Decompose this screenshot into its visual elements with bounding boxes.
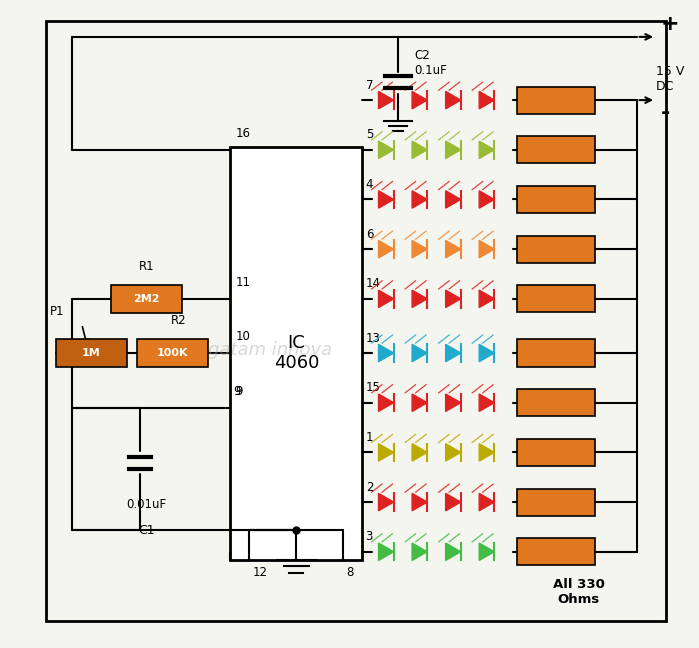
Bar — [517, 285, 595, 312]
Polygon shape — [379, 543, 394, 561]
Bar — [136, 339, 208, 367]
Polygon shape — [412, 344, 427, 362]
Polygon shape — [412, 191, 427, 208]
Polygon shape — [412, 91, 427, 109]
Polygon shape — [379, 141, 394, 159]
Polygon shape — [446, 444, 461, 461]
Bar — [110, 284, 182, 313]
Text: 100K: 100K — [157, 348, 188, 358]
Text: swagatam innova: swagatam innova — [173, 341, 332, 359]
Bar — [517, 236, 595, 262]
Text: 15 V
DC: 15 V DC — [656, 65, 684, 93]
Text: 7: 7 — [366, 78, 373, 92]
Text: All 330
Ohms: All 330 Ohms — [553, 578, 605, 606]
Polygon shape — [379, 191, 394, 208]
Text: R2: R2 — [171, 314, 187, 327]
Polygon shape — [480, 91, 494, 109]
Polygon shape — [412, 141, 427, 159]
Polygon shape — [412, 394, 427, 411]
Bar — [56, 339, 127, 367]
Bar — [230, 146, 362, 559]
Polygon shape — [480, 344, 494, 362]
Polygon shape — [446, 91, 461, 109]
Polygon shape — [480, 191, 494, 208]
Text: 16: 16 — [236, 127, 250, 140]
Text: P1: P1 — [50, 305, 64, 318]
Text: 8: 8 — [346, 566, 354, 579]
Text: 4: 4 — [366, 178, 373, 191]
Polygon shape — [480, 240, 494, 258]
Text: R1: R1 — [138, 260, 154, 273]
Polygon shape — [480, 543, 494, 561]
Text: 13: 13 — [366, 332, 380, 345]
Polygon shape — [379, 240, 394, 258]
Bar — [517, 389, 595, 416]
Bar — [517, 538, 595, 565]
Bar — [517, 489, 595, 516]
Polygon shape — [446, 240, 461, 258]
Polygon shape — [412, 493, 427, 511]
Text: 1: 1 — [366, 431, 373, 444]
Text: +: + — [661, 14, 679, 34]
Polygon shape — [379, 290, 394, 308]
Text: -: - — [661, 103, 670, 123]
Text: 2M2: 2M2 — [133, 294, 159, 304]
Polygon shape — [412, 543, 427, 561]
Polygon shape — [480, 290, 494, 308]
Text: 2: 2 — [366, 481, 373, 494]
Text: 12: 12 — [253, 566, 268, 579]
Bar — [517, 136, 595, 163]
Bar — [517, 186, 595, 213]
Text: 3: 3 — [366, 530, 373, 544]
Polygon shape — [446, 344, 461, 362]
Text: 14: 14 — [366, 277, 381, 290]
Text: 5: 5 — [366, 128, 373, 141]
Bar — [517, 340, 595, 367]
Polygon shape — [412, 290, 427, 308]
Polygon shape — [446, 493, 461, 511]
Polygon shape — [446, 290, 461, 308]
Polygon shape — [379, 444, 394, 461]
Polygon shape — [480, 141, 494, 159]
Text: 0.01uF: 0.01uF — [127, 498, 166, 511]
Bar — [517, 87, 595, 113]
Polygon shape — [480, 493, 494, 511]
Text: C1: C1 — [138, 524, 154, 537]
Text: 10: 10 — [236, 330, 250, 343]
Polygon shape — [446, 141, 461, 159]
Polygon shape — [412, 444, 427, 461]
Polygon shape — [379, 344, 394, 362]
Text: 11: 11 — [236, 276, 250, 289]
Text: 6: 6 — [366, 227, 373, 241]
Polygon shape — [379, 91, 394, 109]
Polygon shape — [412, 240, 427, 258]
Polygon shape — [379, 394, 394, 411]
Polygon shape — [480, 394, 494, 411]
Polygon shape — [446, 394, 461, 411]
Text: 9: 9 — [236, 385, 243, 399]
Polygon shape — [480, 444, 494, 461]
Text: IC
4060: IC 4060 — [273, 334, 319, 373]
Polygon shape — [446, 191, 461, 208]
Text: 9: 9 — [233, 385, 241, 399]
Text: C2
0.1uF: C2 0.1uF — [414, 49, 447, 76]
Polygon shape — [379, 493, 394, 511]
Text: 1M: 1M — [82, 348, 101, 358]
Text: 15: 15 — [366, 381, 380, 395]
Bar — [517, 439, 595, 466]
Polygon shape — [446, 543, 461, 561]
